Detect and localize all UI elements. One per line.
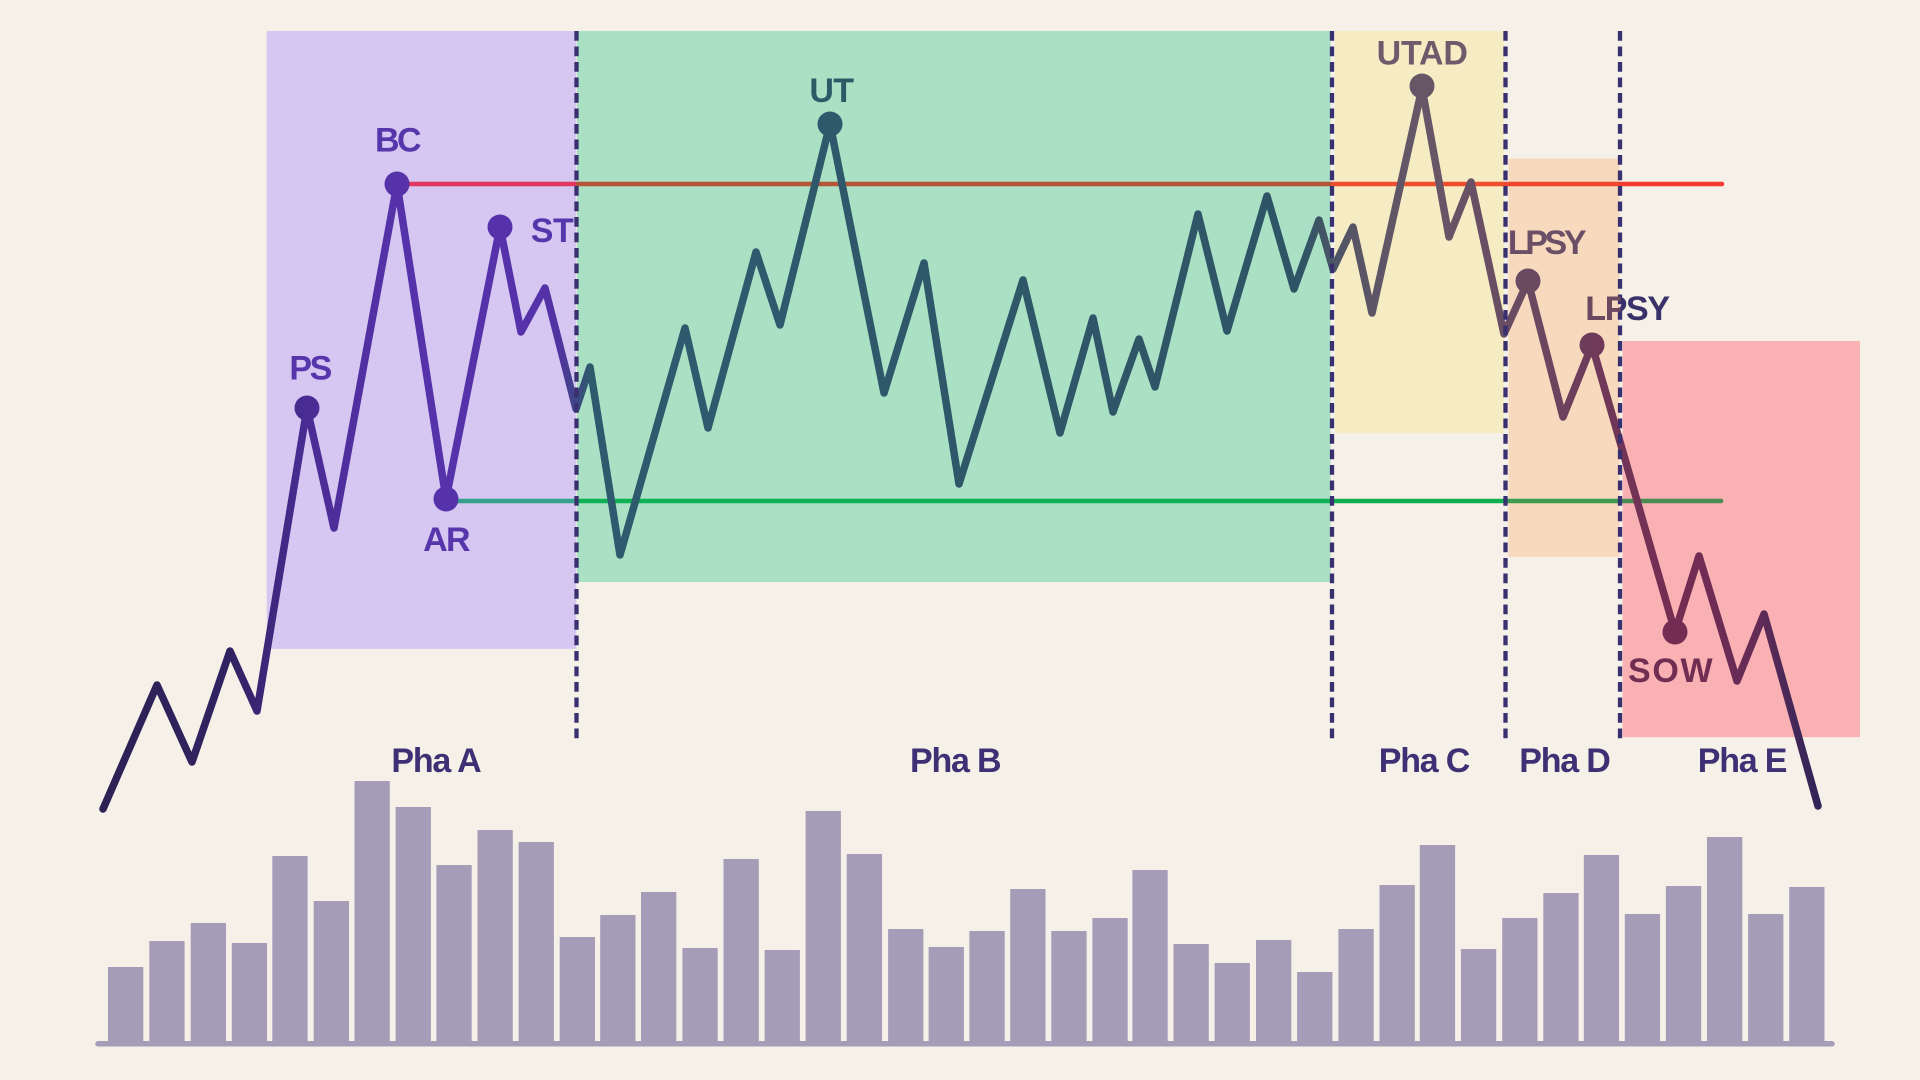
svg-text:LPSY: LPSY [1508, 224, 1587, 262]
svg-text:ST: ST [531, 212, 574, 250]
svg-text:Pha A: Pha A [391, 742, 481, 780]
svg-text:LPSY: LPSY [1585, 290, 1670, 328]
svg-text:Pha B: Pha B [910, 742, 1001, 780]
svg-text:UTAD: UTAD [1377, 34, 1468, 72]
svg-text:AR: AR [423, 521, 470, 559]
svg-text:BC: BC [375, 121, 421, 159]
svg-text:UT: UT [809, 72, 854, 110]
svg-text:Pha E: Pha E [1698, 742, 1787, 780]
svg-text:PS: PS [289, 349, 331, 387]
svg-text:SOW: SOW [1628, 652, 1714, 690]
svg-text:LPSY: LPSY [1585, 290, 1670, 328]
svg-text:Pha D: Pha D [1519, 742, 1610, 780]
svg-text:Pha C: Pha C [1379, 742, 1470, 780]
